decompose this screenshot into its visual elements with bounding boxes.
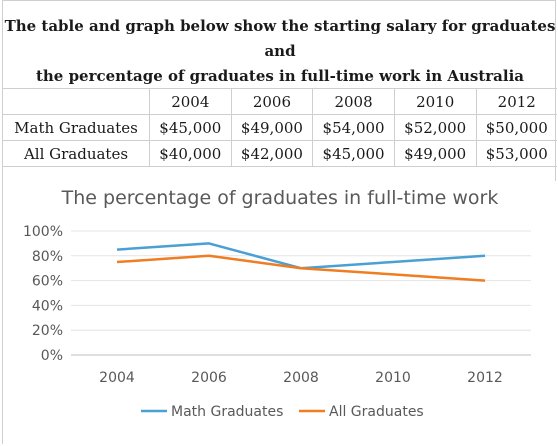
line-chart: 0% 20% 40% 60% 80% 100% 2004 2006 2008 2010 2012 Ma… [23, 224, 531, 420]
salary-cell: $53,000 [476, 140, 557, 167]
year-header: 2008 [312, 89, 395, 115]
salary-cell: $49,000 [231, 114, 314, 141]
table-row: Math Graduates $45,000 $49,000 $54,000 $… [3, 114, 557, 141]
y-tick-label: 20% [32, 323, 63, 339]
y-tick-label: 80% [32, 249, 63, 265]
heading-line-2: the percentage of graduates in full-time… [35, 67, 525, 85]
row-label: Math Graduates [3, 114, 150, 141]
legend-label: Math Graduates [171, 404, 283, 420]
heading-line-1: The table and graph below show the start… [4, 17, 556, 60]
chart-title: The percentage of graduates in full-time… [61, 187, 499, 209]
x-tick-label: 2008 [283, 370, 319, 386]
x-tick-label: 2004 [99, 370, 135, 386]
series-line [116, 254, 486, 282]
year-header: 2004 [149, 89, 232, 115]
salary-cell: $49,000 [394, 140, 477, 167]
row-label: All Graduates [3, 140, 150, 167]
salary-table: 2004 2006 2008 2010 2012 Math Graduates … [3, 89, 557, 167]
salary-cell: $42,000 [231, 140, 314, 167]
table-row: All Graduates $40,000 $42,000 $45,000 $4… [3, 140, 557, 167]
legend-label: All Graduates [329, 404, 424, 420]
year-header: 2012 [476, 89, 557, 115]
y-tick-label: 40% [32, 298, 63, 314]
x-tick-label: 2010 [375, 370, 411, 386]
y-tick-label: 100% [23, 224, 63, 240]
chart-panel: The percentage of graduates in full-time… [3, 181, 557, 445]
salary-cell: $40,000 [149, 140, 232, 167]
year-header: 2010 [394, 89, 477, 115]
table-header-row: 2004 2006 2008 2010 2012 [3, 89, 557, 115]
y-tick-label: 60% [32, 274, 63, 290]
salary-cell: $54,000 [312, 114, 395, 141]
salary-cell: $50,000 [476, 114, 557, 141]
figure-heading: The table and graph below show the start… [3, 1, 557, 89]
x-tick-label: 2012 [467, 370, 503, 386]
salary-cell: $52,000 [394, 114, 477, 141]
salary-cell: $45,000 [149, 114, 232, 141]
salary-cell: $45,000 [312, 140, 395, 167]
table-corner-cell [3, 89, 150, 115]
y-tick-label: 0% [41, 348, 63, 364]
year-header: 2006 [231, 89, 314, 115]
x-tick-label: 2006 [191, 370, 227, 386]
